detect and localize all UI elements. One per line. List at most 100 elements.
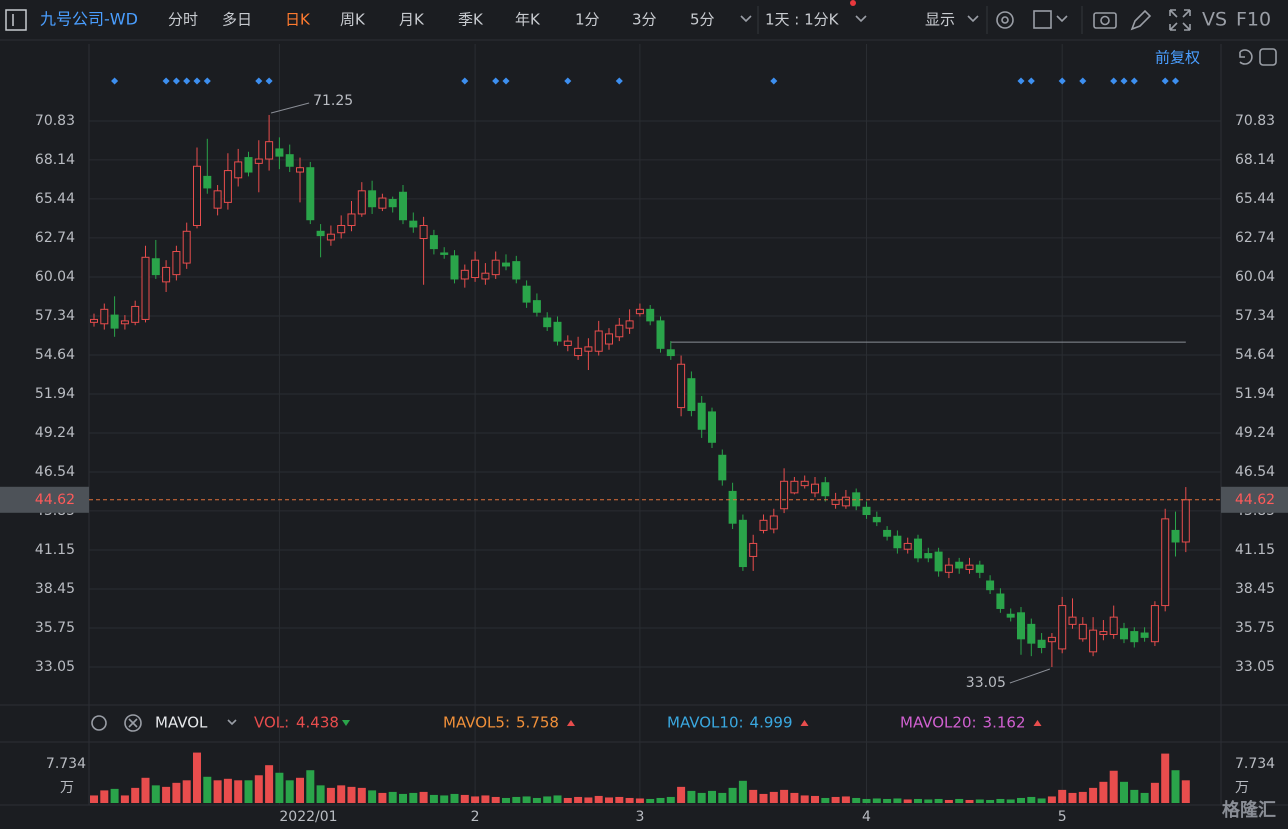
period-tab[interactable]: 分时 [168, 11, 198, 29]
event-marker[interactable] [183, 77, 191, 85]
event-marker[interactable] [564, 77, 572, 85]
period-tab[interactable]: 3分 [632, 11, 657, 29]
min-label: 33.05 [966, 675, 1006, 691]
event-marker[interactable] [615, 77, 623, 85]
chevron[interactable] [740, 15, 752, 23]
period-tab[interactable]: 年K [515, 11, 541, 29]
plot: 70.83 70.83 68.14 68.14 65.44 65.44 62.74 62.74… [0, 44, 1288, 825]
ma-value: 3.162 [983, 714, 1026, 732]
event-marker[interactable] [461, 77, 469, 85]
event-marker[interactable] [770, 77, 778, 85]
event-marker[interactable] [1017, 77, 1025, 85]
ma-value: 5.758 [516, 714, 559, 732]
y-tick-label-right: 33.05 [1235, 659, 1275, 675]
event-marker[interactable] [502, 77, 510, 85]
menu-icon[interactable] [5, 9, 27, 31]
indicator-close-x [128, 718, 138, 728]
event-marker[interactable] [162, 77, 170, 85]
period-tab[interactable]: 月K [399, 11, 425, 29]
volume-bar [337, 785, 346, 803]
period-tab[interactable]: 5分 [690, 11, 715, 29]
volume-bar [718, 792, 727, 803]
candle-body [605, 333, 613, 345]
event-marker[interactable] [193, 77, 201, 85]
fullscreen-icon[interactable] [1169, 9, 1191, 31]
volume-bar [1017, 797, 1025, 803]
event-marker[interactable] [203, 77, 211, 85]
symbol[interactable]: 九号公司-WD [40, 10, 138, 29]
panel-icon[interactable] [1259, 48, 1277, 66]
indicator-settings[interactable] [91, 715, 107, 731]
price-badge [0, 486, 89, 513]
candle-body [996, 593, 1005, 609]
candle-body [1089, 629, 1098, 653]
chevron[interactable] [855, 15, 867, 23]
volume-bar [378, 792, 387, 803]
period-tab[interactable]: 季K [458, 11, 484, 29]
draw-icon[interactable] [1130, 9, 1152, 31]
volume-bar [532, 797, 541, 803]
interval-select[interactable]: 1天 : 1分K [765, 11, 840, 29]
ma-name: MAVOL10: [667, 714, 744, 732]
indicator-close[interactable] [124, 714, 142, 732]
period-tab[interactable]: 日K [285, 11, 311, 29]
settings-icon[interactable] [996, 11, 1014, 29]
layout-icon[interactable] [1033, 10, 1052, 29]
ma-legend: MAVOL5: 5.758 MAVOL10: 4.999 MAVOL20: 3.162 [443, 714, 1042, 732]
event-marker[interactable] [172, 77, 180, 85]
candle-body [450, 255, 459, 280]
chevron[interactable] [1056, 15, 1068, 23]
period-tab[interactable]: 多日 [222, 11, 252, 29]
y-tick-label: 57.34 [35, 308, 75, 324]
candle-body [728, 490, 737, 524]
period-tab[interactable]: 1分 [575, 11, 600, 29]
candle-body [162, 266, 171, 283]
volume-bar [708, 790, 716, 803]
candle-body [934, 551, 943, 572]
candle-body [502, 262, 510, 267]
event-marker[interactable] [111, 77, 119, 85]
chevron[interactable] [227, 719, 237, 726]
volume-bar [296, 777, 304, 803]
indicator-name[interactable]: MAVOL [155, 714, 208, 732]
candle-body [1017, 612, 1025, 640]
chevron[interactable] [967, 15, 979, 23]
event-marker[interactable] [255, 77, 263, 85]
undo-icon[interactable] [1239, 49, 1253, 65]
y-tick-label: 46.54 [35, 464, 75, 480]
y-tick-label-right: 70.83 [1235, 113, 1275, 129]
candle-body [635, 308, 644, 315]
camera-icon[interactable] [1093, 12, 1117, 29]
adjust-mode[interactable]: 前复权 [1155, 49, 1200, 67]
volume-bar [914, 798, 922, 803]
volume-bar [646, 798, 655, 803]
volume-bar [986, 799, 995, 803]
candle-body [759, 519, 768, 531]
period-tab[interactable]: 周K [340, 11, 366, 29]
volume-bar [903, 799, 912, 803]
volume-bar [182, 780, 191, 803]
candle-body [841, 496, 850, 507]
candle-body [471, 259, 480, 279]
volume-bar [563, 797, 572, 803]
f10-button[interactable]: F10 [1236, 9, 1271, 31]
volume-bar [223, 778, 232, 803]
candle-body [141, 256, 150, 320]
candle-body [883, 529, 892, 537]
candle-body [646, 308, 655, 322]
event-marker[interactable] [265, 77, 273, 85]
volume-bar [162, 786, 171, 803]
volume-bar [244, 780, 253, 803]
volume-bar [594, 795, 603, 803]
candle-body [1150, 605, 1159, 643]
volume-bar [1068, 792, 1077, 803]
display-menu[interactable]: 显示 [925, 11, 955, 29]
volume-bar [955, 798, 964, 803]
volume-bar [944, 799, 953, 803]
event-marker[interactable] [492, 77, 500, 85]
candle-body [182, 230, 191, 264]
vs-button[interactable]: VS [1202, 9, 1227, 31]
volume-bar [790, 792, 799, 803]
ma-value: 4.999 [750, 714, 793, 732]
candle-body [718, 454, 727, 481]
